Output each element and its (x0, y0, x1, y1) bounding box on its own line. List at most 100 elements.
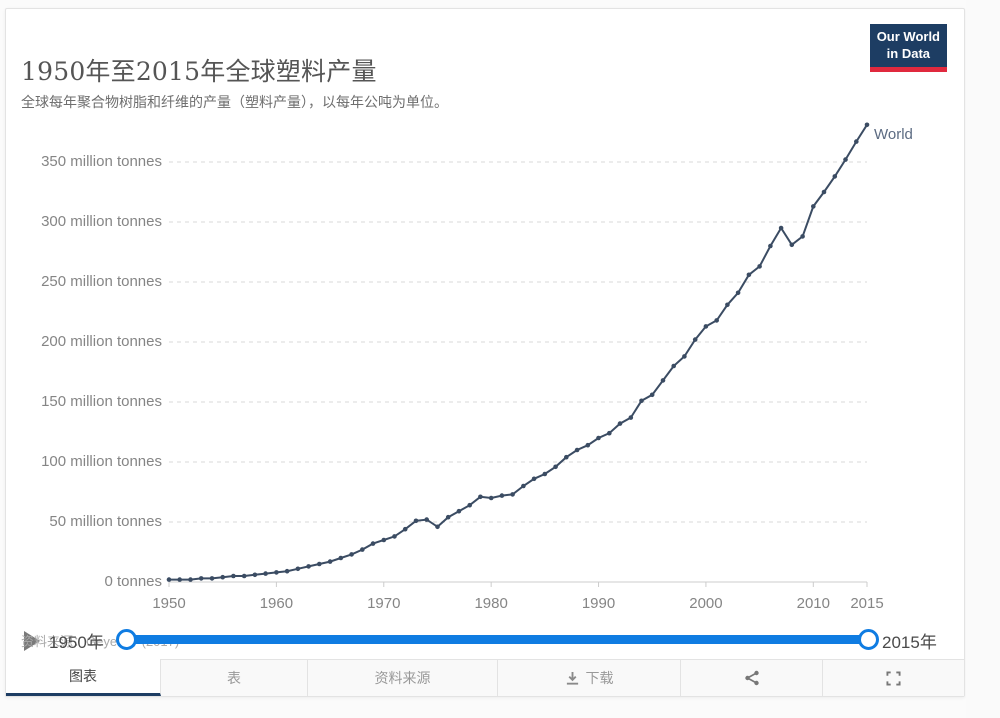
data-point[interactable] (284, 568, 290, 574)
x-axis-tick-label: 1990 (581, 595, 616, 612)
data-point[interactable] (317, 561, 322, 567)
data-point[interactable] (574, 447, 580, 453)
tab-download[interactable]: 下载 (498, 659, 681, 696)
chart-subtitle: 全球每年聚合物树脂和纤维的产量（塑料产量），以每年公吨为单位。 (21, 94, 448, 110)
x-axis-tick-label: 1980 (474, 595, 508, 612)
data-point[interactable] (854, 139, 859, 144)
data-point[interactable] (381, 537, 387, 543)
tab-table-label: 表 (227, 670, 241, 686)
data-point[interactable] (402, 526, 408, 532)
data-point[interactable] (542, 471, 548, 477)
data-point[interactable] (231, 573, 236, 579)
x-axis-tick-label: 2010 (796, 595, 830, 612)
tab-sources-label: 资料来源 (374, 670, 431, 686)
data-point[interactable] (252, 572, 258, 578)
data-point[interactable] (564, 454, 569, 460)
data-point[interactable] (188, 577, 193, 582)
data-point[interactable] (510, 492, 515, 497)
data-point[interactable] (660, 378, 666, 383)
y-axis-tick-label: 50 million tonnes (49, 513, 162, 530)
tab-download-label: 下载 (585, 670, 614, 686)
data-point[interactable] (628, 415, 634, 420)
data-point[interactable] (392, 534, 397, 539)
data-point[interactable] (478, 494, 483, 500)
series-label-world[interactable]: World (874, 126, 913, 143)
data-point[interactable] (306, 564, 311, 569)
tab-table[interactable]: 表 (161, 659, 308, 696)
data-point[interactable] (424, 517, 430, 522)
data-point[interactable] (596, 435, 601, 441)
owid-logo-line2: in Data (886, 45, 931, 61)
share-icon (744, 670, 760, 686)
data-point[interactable] (768, 243, 773, 249)
play-button[interactable] (20, 629, 44, 653)
data-point[interactable] (553, 464, 558, 470)
timeline-slider-track[interactable] (120, 635, 875, 644)
data-point[interactable] (209, 576, 215, 581)
data-point[interactable] (800, 234, 805, 239)
data-point[interactable] (832, 174, 838, 179)
data-point[interactable] (177, 577, 182, 582)
data-point[interactable] (241, 573, 247, 579)
tab-share[interactable] (681, 659, 823, 696)
data-point[interactable] (682, 354, 687, 359)
data-point[interactable] (467, 502, 473, 508)
data-point[interactable] (607, 430, 612, 436)
tab-fullscreen[interactable] (823, 659, 964, 696)
data-point[interactable] (521, 483, 526, 489)
series-line[interactable] (169, 124, 868, 581)
data-point[interactable] (274, 570, 279, 575)
data-point[interactable] (649, 392, 655, 398)
data-point[interactable] (198, 576, 204, 581)
x-axis-tick-label: 1960 (259, 595, 294, 612)
page-background-strip (966, 0, 1000, 718)
data-point[interactable] (703, 324, 709, 329)
data-point[interactable] (360, 547, 365, 552)
data-point[interactable] (445, 514, 451, 520)
data-point[interactable] (531, 476, 537, 482)
plot-area[interactable] (6, 9, 966, 698)
tab-sources[interactable]: 资料来源 (308, 659, 498, 696)
data-point[interactable] (843, 157, 848, 162)
data-point[interactable] (338, 555, 344, 561)
data-point[interactable] (811, 204, 816, 209)
data-point[interactable] (735, 290, 741, 296)
data-point[interactable] (778, 225, 784, 231)
footer-tabs: 图表 表 资料来源 下载 (6, 659, 964, 696)
data-point[interactable] (746, 272, 752, 278)
data-point[interactable] (499, 493, 505, 498)
data-point[interactable] (413, 518, 419, 524)
timeline-end-handle[interactable] (858, 629, 879, 650)
y-axis-tick-label: 300 million tonnes (41, 213, 162, 230)
y-axis-tick-label: 0 tonnes (104, 573, 162, 590)
data-point[interactable] (370, 541, 376, 546)
y-axis-tick-label: 250 million tonnes (41, 273, 162, 290)
data-point[interactable] (864, 122, 870, 128)
owid-logo-line1: Our World (876, 29, 940, 44)
data-point[interactable] (327, 559, 333, 564)
data-point[interactable] (789, 242, 795, 248)
timeline-start-handle[interactable] (116, 629, 137, 650)
x-axis-tick-label: 2000 (689, 595, 723, 612)
data-point[interactable] (349, 552, 354, 557)
data-point[interactable] (585, 442, 591, 448)
owid-logo[interactable]: Our World in Data (869, 24, 947, 72)
data-point[interactable] (617, 421, 623, 426)
tab-chart[interactable]: 图表 (6, 659, 161, 696)
data-point[interactable] (166, 577, 172, 582)
data-point[interactable] (692, 337, 698, 342)
data-point[interactable] (821, 189, 827, 195)
data-point[interactable] (714, 318, 719, 323)
data-point[interactable] (488, 495, 494, 501)
data-point[interactable] (220, 574, 225, 580)
data-point[interactable] (639, 398, 644, 404)
data-point[interactable] (295, 566, 301, 572)
data-point[interactable] (263, 571, 268, 576)
data-point[interactable] (456, 508, 462, 514)
y-axis-tick-label: 200 million tonnes (41, 333, 162, 350)
data-point[interactable] (757, 264, 762, 269)
data-point[interactable] (435, 524, 440, 530)
data-point[interactable] (725, 302, 730, 308)
data-point[interactable] (671, 363, 676, 369)
